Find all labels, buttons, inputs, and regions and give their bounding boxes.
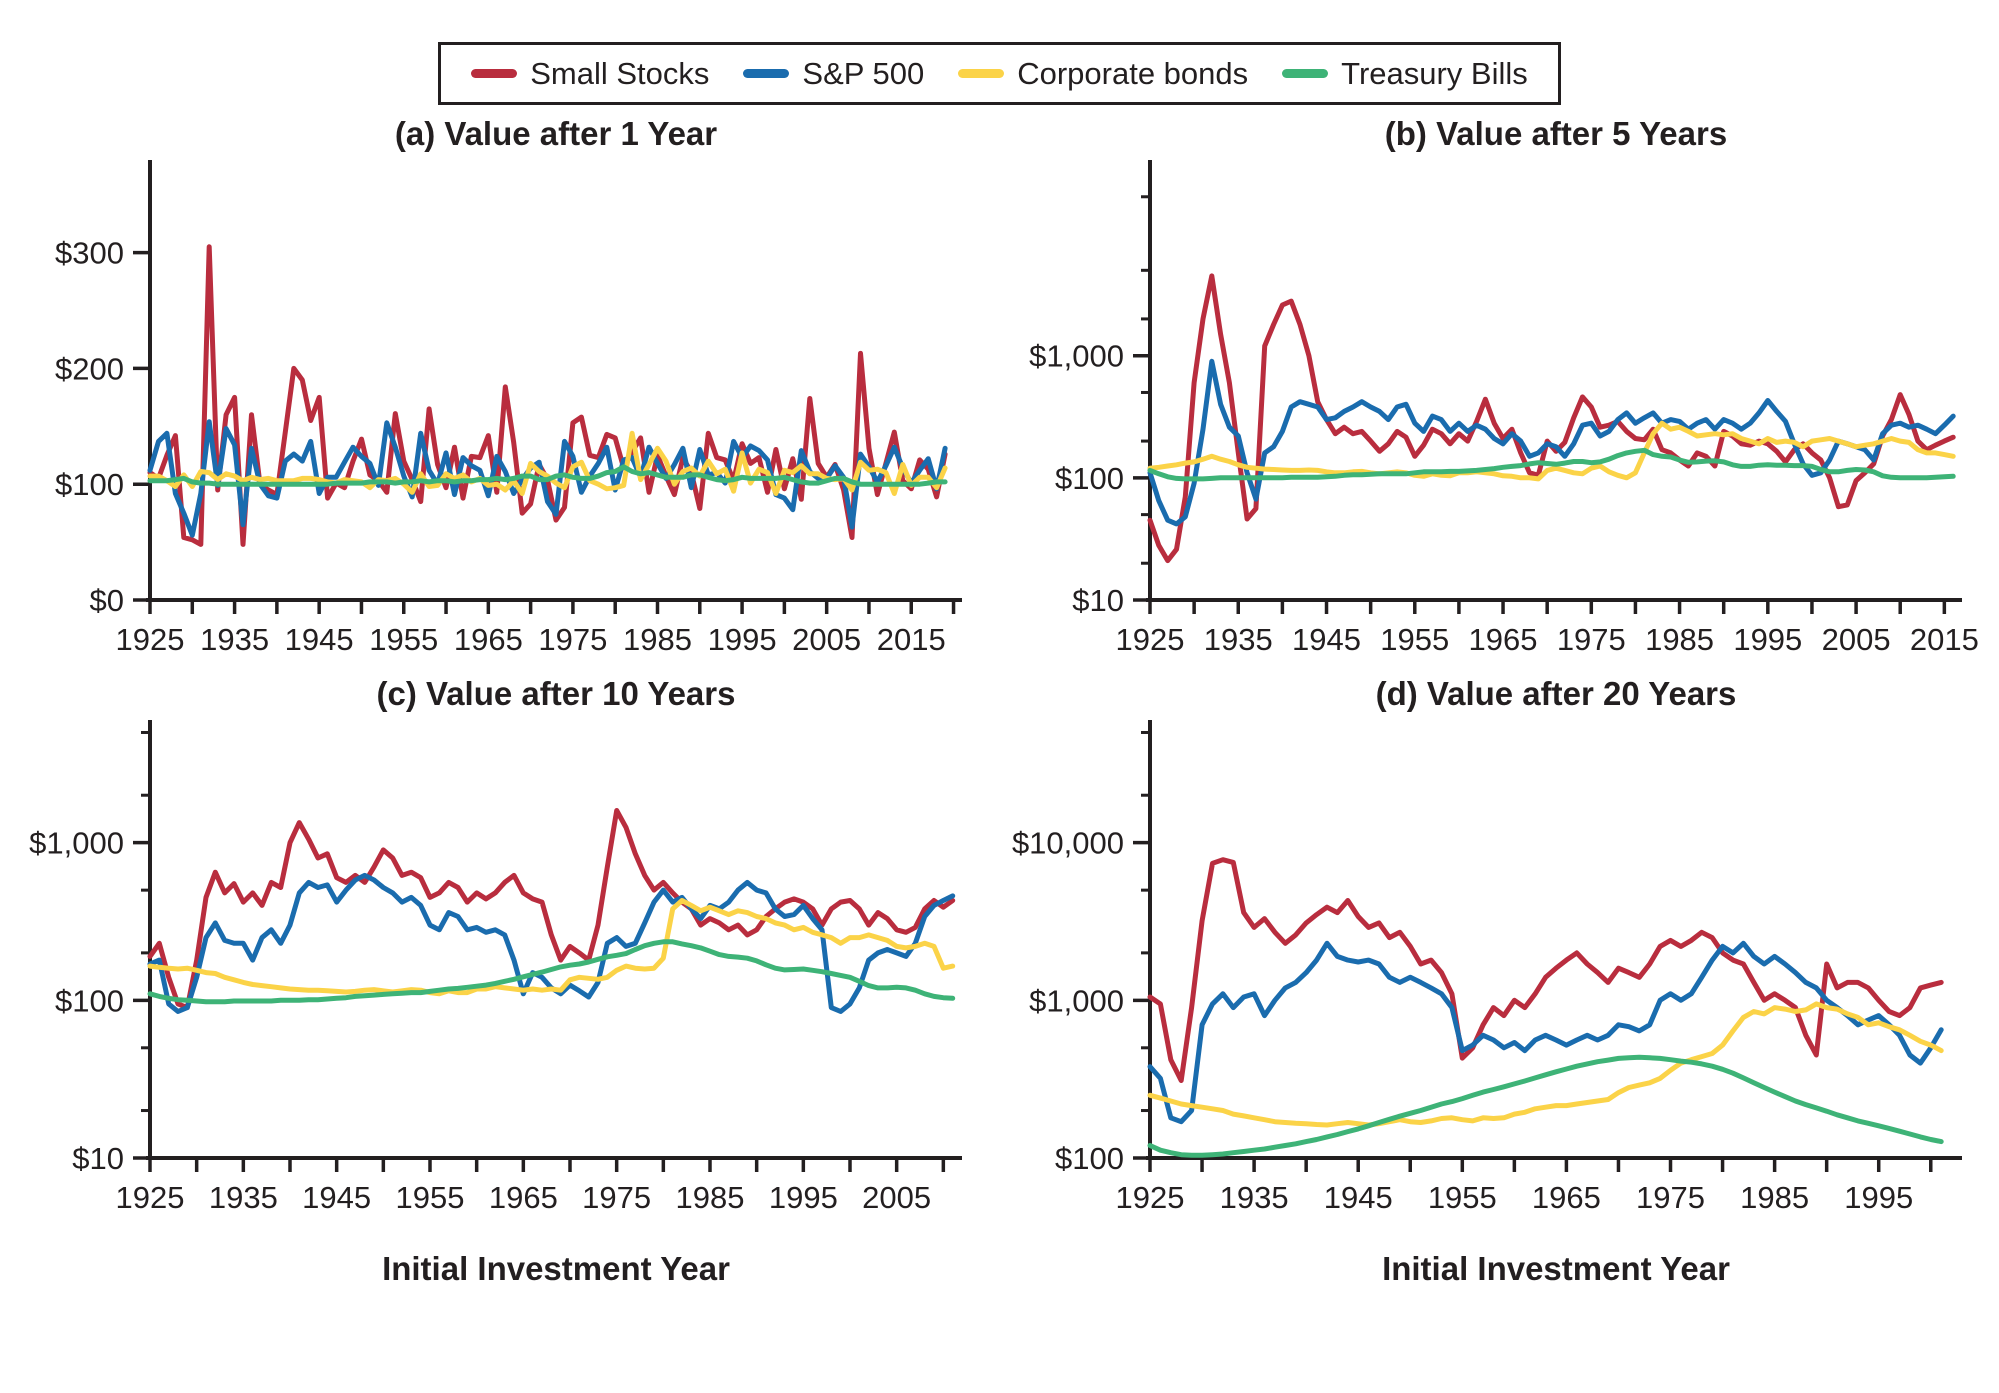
chart-b-xtick-label: 1965 bbox=[1469, 622, 1538, 657]
chart-d-xtick-label: 1925 bbox=[1116, 1180, 1185, 1215]
chart-value-after-5-years: (b) Value after 5 Years $10 $100 $1,000 1925… bbox=[1000, 115, 1999, 675]
line-s-p-500 bbox=[1147, 358, 1956, 527]
chart-a-ytick-label: $200 bbox=[55, 351, 124, 386]
figure-investment-horizons: Small Stocks S&P 500 Corporate bonds Tre… bbox=[0, 42, 1999, 1317]
chart-c-xtick-label: 1925 bbox=[116, 1180, 185, 1215]
chart-c-ytick-label: $10 bbox=[72, 1141, 124, 1176]
chart-b-xtick-label: 1975 bbox=[1557, 622, 1626, 657]
chart-a-ytick-label: $300 bbox=[55, 236, 124, 271]
chart-c-xtick-label: 1985 bbox=[676, 1180, 745, 1215]
line-corporate-bonds bbox=[1147, 1001, 1944, 1128]
chart-c-ytick-label: $100 bbox=[55, 983, 124, 1018]
chart-c-axes bbox=[133, 720, 962, 1172]
chart-c-x-axis-title: Initial Investment Year bbox=[382, 1250, 730, 1287]
line-s-p-500 bbox=[1147, 940, 1944, 1125]
chart-b-ytick-label: $1,000 bbox=[1029, 339, 1124, 374]
chart-grid: (a) Value after 1 Year $0 $100 $200 $300 1925… bbox=[0, 115, 1999, 1317]
chart-d-canvas: (d) Value after 20 Years $100 $1,000 $10,00… bbox=[1012, 675, 1962, 1287]
chart-d-xtick-label: 1955 bbox=[1428, 1180, 1497, 1215]
line-corporate-bonds bbox=[147, 898, 956, 997]
chart-d-xtick-label: 1975 bbox=[1636, 1180, 1705, 1215]
chart-b-ytick-label: $100 bbox=[1055, 461, 1124, 496]
chart-a-title: (a) Value after 1 Year bbox=[395, 115, 717, 152]
legend-item-treasury-bills: Treasury Bills bbox=[1282, 58, 1528, 89]
chart-a-xtick-label: 1935 bbox=[200, 622, 269, 657]
line-corporate-bonds bbox=[1147, 420, 1956, 482]
chart-value-after-20-years: (d) Value after 20 Years $100 $1,000 $10,00… bbox=[1000, 675, 1999, 1317]
chart-c-xtick-label: 1935 bbox=[209, 1180, 278, 1215]
chart-a-axes bbox=[133, 160, 962, 614]
line-small-stocks bbox=[1147, 857, 1944, 1083]
chart-c-canvas: (c) Value after 10 Years $10 $100 $1,000 192… bbox=[29, 675, 962, 1287]
line-small-stocks bbox=[1147, 273, 1956, 564]
chart-a-ytick-label: $0 bbox=[90, 583, 124, 618]
chart-d-x-axis-title: Initial Investment Year bbox=[1382, 1250, 1730, 1287]
corporate-bonds-line-swatch bbox=[958, 69, 1005, 78]
chart-c-xtick-label: 1995 bbox=[769, 1180, 838, 1215]
line-small-stocks bbox=[147, 808, 956, 1011]
legend-label-treasury-bills: Treasury Bills bbox=[1341, 56, 1528, 91]
chart-b-title: (b) Value after 5 Years bbox=[1385, 115, 1727, 152]
chart-a-xtick-label: 1965 bbox=[454, 622, 523, 657]
chart-a-xtick-label: 1975 bbox=[538, 622, 607, 657]
chart-a-canvas: (a) Value after 1 Year $0 $100 $200 $300 1925… bbox=[55, 115, 962, 657]
chart-a-xtick-label: 1985 bbox=[623, 622, 692, 657]
chart-a-xtick-label: 1995 bbox=[708, 622, 777, 657]
chart-c-xtick-label: 1975 bbox=[582, 1180, 651, 1215]
chart-b-xtick-label: 2015 bbox=[1910, 622, 1979, 657]
chart-d-ytick-label: $100 bbox=[1055, 1141, 1124, 1176]
chart-d-ytick-label: $10,000 bbox=[1012, 826, 1124, 861]
chart-d-xtick-label: 1985 bbox=[1740, 1180, 1809, 1215]
chart-c-xtick-label: 2005 bbox=[862, 1180, 931, 1215]
chart-c-xtick-label: 1955 bbox=[396, 1180, 465, 1215]
chart-d-xtick-label: 1965 bbox=[1532, 1180, 1601, 1215]
legend-label-small-stocks: Small Stocks bbox=[530, 56, 710, 91]
small-stocks-line-swatch bbox=[471, 69, 518, 78]
chart-c-ytick-label: $1,000 bbox=[29, 826, 124, 861]
chart-value-after-1-year: (a) Value after 1 Year $0 $100 $200 $300 1925… bbox=[0, 115, 1000, 675]
legend-item-corporate-bonds: Corporate bonds bbox=[958, 58, 1248, 89]
chart-d-ytick-label: $1,000 bbox=[1029, 983, 1124, 1018]
line-treasury-bills bbox=[147, 464, 948, 487]
treasury-bills-line-swatch bbox=[1282, 69, 1329, 78]
line-treasury-bills bbox=[147, 939, 956, 1005]
chart-a-ytick-label: $100 bbox=[55, 467, 124, 502]
chart-d-xtick-label: 1995 bbox=[1844, 1180, 1913, 1215]
chart-b-ytick-label: $10 bbox=[1072, 583, 1124, 618]
chart-d-title: (d) Value after 20 Years bbox=[1376, 675, 1737, 712]
chart-b-xtick-label: 1955 bbox=[1380, 622, 1449, 657]
line-treasury-bills bbox=[1147, 447, 1956, 482]
legend-item-sp500: S&P 500 bbox=[743, 58, 924, 89]
chart-a-xtick-label: 1945 bbox=[285, 622, 354, 657]
chart-c-xtick-label: 1965 bbox=[489, 1180, 558, 1215]
line-corporate-bonds bbox=[147, 430, 948, 496]
chart-a-xtick-label: 1925 bbox=[116, 622, 185, 657]
chart-c-xtick-label: 1945 bbox=[302, 1180, 371, 1215]
chart-c-title: (c) Value after 10 Years bbox=[377, 675, 736, 712]
chart-a-xtick-label: 1955 bbox=[369, 622, 438, 657]
legend: Small Stocks S&P 500 Corporate bonds Tre… bbox=[438, 42, 1561, 105]
chart-a-xtick-label: 2015 bbox=[877, 622, 946, 657]
chart-value-after-10-years: (c) Value after 10 Years $10 $100 $1,000 192… bbox=[0, 675, 1000, 1317]
sp500-line-swatch bbox=[743, 69, 790, 78]
chart-a-xtick-label: 2005 bbox=[792, 622, 861, 657]
chart-b-xtick-label: 2005 bbox=[1822, 622, 1891, 657]
chart-d-xtick-label: 1945 bbox=[1324, 1180, 1393, 1215]
chart-d-axes bbox=[1133, 720, 1962, 1172]
chart-b-xtick-label: 1945 bbox=[1292, 622, 1361, 657]
legend-item-small-stocks: Small Stocks bbox=[471, 58, 709, 89]
chart-b-axes bbox=[1133, 160, 1962, 614]
chart-d-xtick-label: 1935 bbox=[1220, 1180, 1289, 1215]
chart-b-xtick-label: 1925 bbox=[1116, 622, 1185, 657]
chart-b-xtick-label: 1985 bbox=[1645, 622, 1714, 657]
chart-b-xtick-label: 1995 bbox=[1733, 622, 1802, 657]
legend-label-sp500: S&P 500 bbox=[802, 56, 925, 91]
line-treasury-bills bbox=[1147, 1054, 1944, 1158]
chart-b-canvas: (b) Value after 5 Years $10 $100 $1,000 1925… bbox=[1029, 115, 1979, 657]
chart-b-xtick-label: 1935 bbox=[1204, 622, 1273, 657]
legend-label-corporate-bonds: Corporate bonds bbox=[1017, 56, 1249, 91]
